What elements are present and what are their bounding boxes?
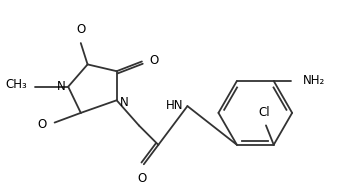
Text: N: N xyxy=(57,80,65,93)
Text: HN: HN xyxy=(166,99,183,112)
Text: O: O xyxy=(76,23,85,36)
Text: N: N xyxy=(120,96,128,109)
Text: O: O xyxy=(37,118,47,131)
Text: Cl: Cl xyxy=(258,106,270,119)
Text: O: O xyxy=(137,172,147,185)
Text: NH₂: NH₂ xyxy=(303,74,325,88)
Text: O: O xyxy=(149,54,159,67)
Text: CH₃: CH₃ xyxy=(6,78,27,91)
